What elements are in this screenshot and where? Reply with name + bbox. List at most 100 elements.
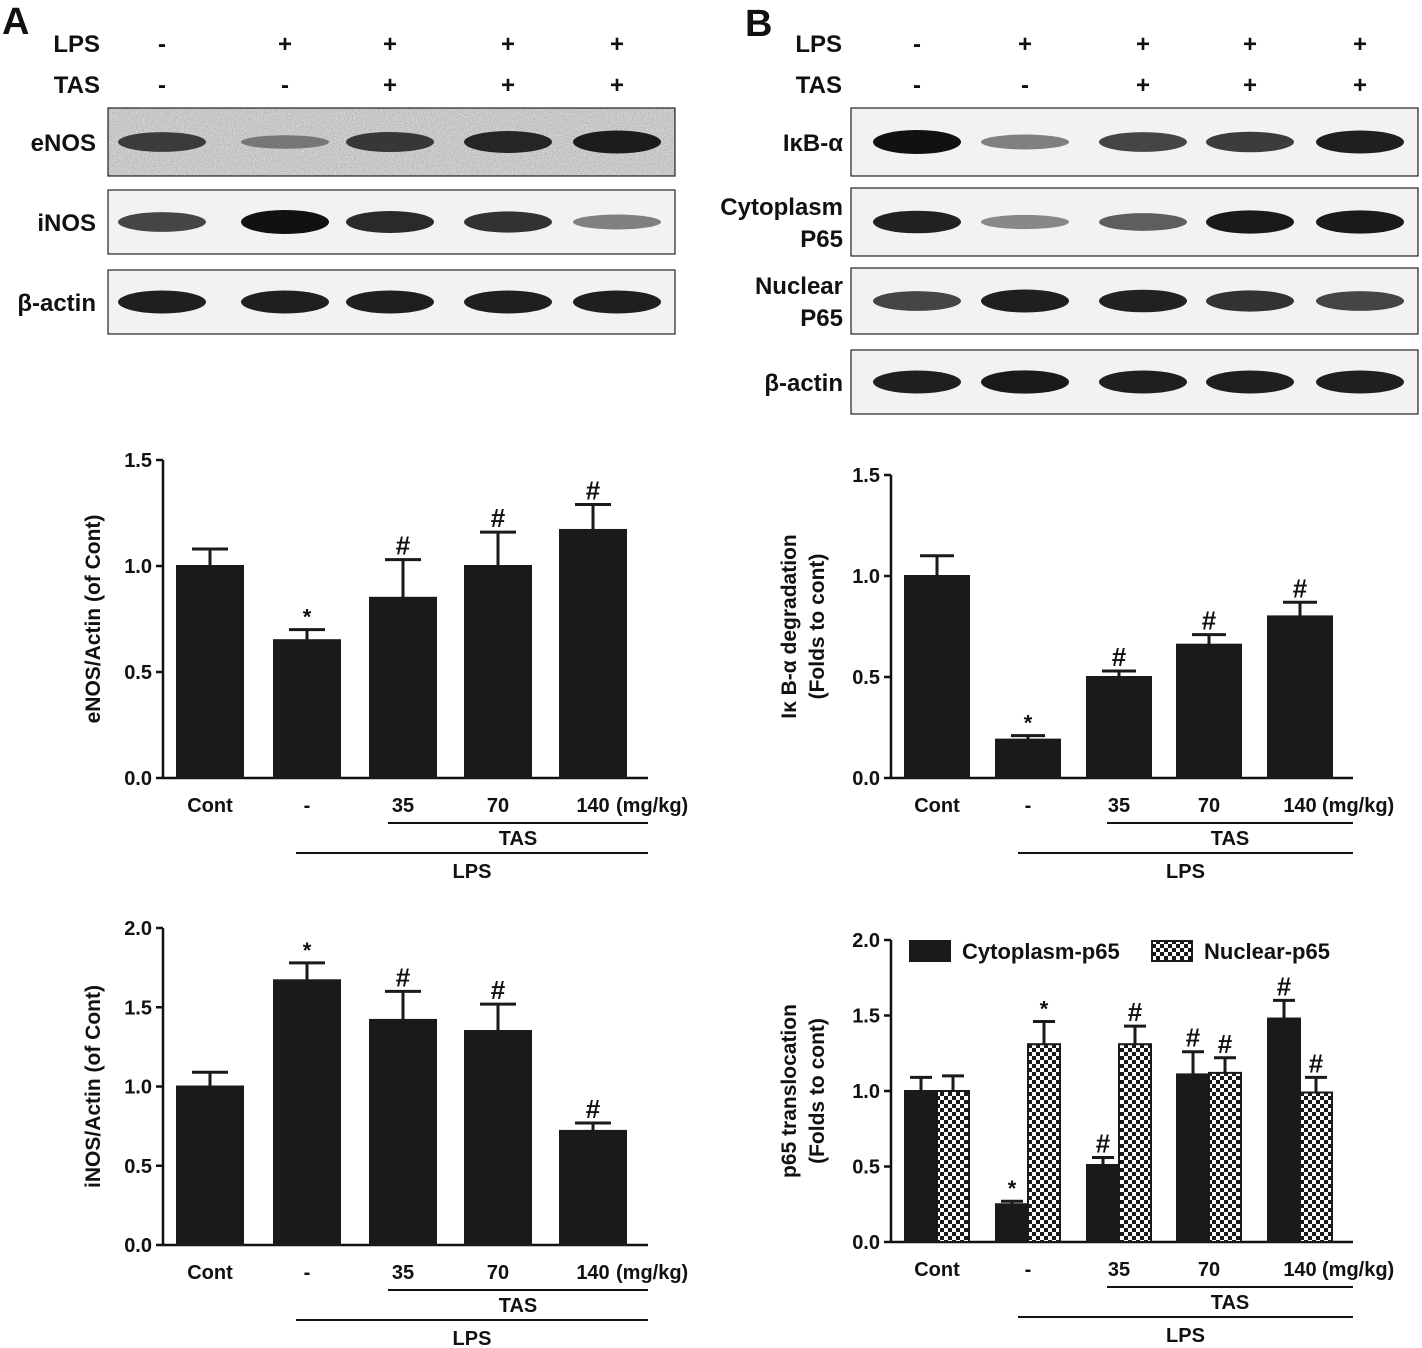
significance-mark: # [586,1094,601,1124]
y-tick-label: 0.0 [124,1235,152,1257]
enos-actin-bar-chart: 0.0 0.5 1.0 1.5 eNOS/Actin (of Cont) Cont * - #3… [82,450,688,883]
blot-label: iNOS [37,210,96,237]
treatment-mark: + [610,31,624,58]
treatment-label: TAS [796,72,842,99]
blot-label: β-actin [17,290,96,317]
blot-band [981,134,1069,150]
x-tick-label: 140 [576,1262,609,1284]
bar [273,979,341,1246]
y-tick-label: 0.5 [124,662,152,684]
blot-label: Cytoplasm [720,194,843,221]
x-tick-label: Cont [187,795,233,817]
blot-band [241,135,329,149]
significance-mark: # [1186,1023,1201,1053]
blot-label: P65 [800,226,843,253]
treatment-mark: - [913,31,921,58]
y-tick-label: 1.5 [124,450,152,472]
blot-band [873,291,961,311]
unit-label: (mg/kg) [1322,795,1394,817]
lps-bracket-label: LPS [1166,861,1205,883]
x-tick-label: Cont [914,795,960,817]
bar [273,639,341,780]
y-axis-label: eNOS/Actin (of Cont) [82,515,105,724]
bar [559,1129,627,1247]
bar [176,565,244,779]
blot-label: β-actin [764,370,843,397]
treatment-mark: - [158,72,166,99]
significance-mark: * [1008,1176,1017,1201]
x-tick-label: - [1025,1259,1032,1281]
treatment-mark: - [1021,72,1029,99]
x-tick-label: 140 [1283,795,1316,817]
significance-mark: # [1218,1029,1233,1059]
blot-label: Nuclear [755,273,843,300]
x-tick-label: - [1025,795,1032,817]
bar [1176,643,1242,779]
significance-mark: # [1202,606,1217,636]
blot-band [1316,130,1404,154]
panel-b-western-blot: LPS - + + + + TAS - - + + + IκB-α Cytoplasm P65 Nuclear… [720,31,1419,415]
significance-mark: # [1128,997,1143,1027]
blot-band [464,211,552,233]
significance-mark: # [491,975,506,1005]
significance-mark: # [1277,971,1292,1001]
lps-bracket-label: LPS [1166,1325,1205,1347]
bar [464,565,532,779]
bar [369,596,437,779]
bar [1027,1043,1061,1243]
unit-label: (mg/kg) [616,795,688,817]
unit-label: (mg/kg) [616,1262,688,1284]
bar [904,575,970,779]
y-tick-label: 1.0 [124,556,152,578]
unit-label: (mg/kg) [1322,1259,1394,1281]
blot-band [464,290,552,314]
bar [1086,676,1152,779]
blot-band [573,130,661,154]
y-tick-label: 1.0 [852,1081,880,1103]
treatment-mark: + [383,72,397,99]
tas-bracket-label: TAS [499,1295,538,1317]
legend-label: Cytoplasm-p65 [962,939,1120,964]
blot-band [1206,131,1294,153]
blot-label: IκB-α [783,130,843,157]
treatment-mark: + [1243,72,1257,99]
blot-band [873,370,961,394]
blot-band [1099,370,1187,394]
blot-band [346,131,434,153]
bar [1267,615,1333,780]
significance-mark: # [1293,573,1308,603]
bar [995,1203,1029,1243]
x-tick-label: Cont [914,1259,960,1281]
y-tick-label: 0.0 [852,768,880,790]
blot-band [1099,132,1187,152]
significance-mark: * [303,605,312,630]
blot-band [1316,210,1404,234]
bar [176,1085,244,1246]
significance-mark: # [1309,1048,1324,1078]
treatment-mark: + [501,31,515,58]
y-tick-label: 0.5 [852,1157,880,1179]
blot-band [873,130,961,154]
x-tick-label: 140 [1283,1259,1316,1281]
blot-band [118,132,206,152]
blot-band [118,212,206,232]
blot-band [1099,289,1187,313]
blot-band [981,289,1069,313]
treatment-mark: + [1018,31,1032,58]
lps-bracket-label: LPS [453,1328,492,1348]
x-tick-label: 70 [1198,795,1220,817]
treatment-label: LPS [795,31,842,58]
bar [995,738,1061,779]
blot-band [873,210,961,234]
bar [936,1090,970,1243]
treatment-label: TAS [54,72,100,99]
y-axis-label: Iκ B-α degradation [778,534,801,718]
p65-translocation-bar-chart: 0.0 0.5 1.0 1.5 2.0 p65 translocation (Folds t… [778,930,1394,1347]
significance-mark: # [586,476,601,506]
y-tick-label: 1.5 [852,465,880,487]
x-tick-label: - [304,1262,311,1284]
tas-bracket-label: TAS [1211,1292,1250,1314]
x-tick-label: 140 [576,795,609,817]
significance-mark: # [1096,1128,1111,1158]
bar [559,528,627,780]
